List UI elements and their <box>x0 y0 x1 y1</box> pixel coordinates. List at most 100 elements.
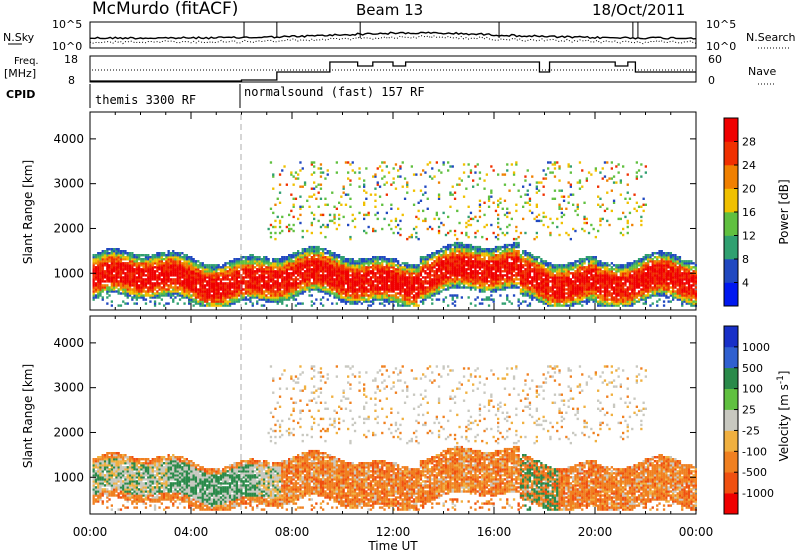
power-cell <box>293 286 295 288</box>
power-cell <box>493 298 495 300</box>
power-cell <box>495 236 497 238</box>
power-cell <box>358 212 360 214</box>
power-cell <box>524 175 526 177</box>
power-cell <box>513 260 515 262</box>
power-cell <box>290 286 292 288</box>
power-cell <box>383 256 385 258</box>
power-cell <box>565 296 567 298</box>
power-cell <box>345 204 347 206</box>
power-cell <box>158 260 160 262</box>
power-cell <box>138 286 140 288</box>
power-cell <box>390 228 392 230</box>
power-cell <box>556 298 558 300</box>
power-cell <box>447 248 449 250</box>
power-cell <box>511 244 513 246</box>
power-cell <box>449 244 451 246</box>
power-cell <box>379 274 381 276</box>
power-cell <box>527 260 529 262</box>
power-cell <box>504 302 506 304</box>
power-cell <box>458 248 460 250</box>
power-cell <box>565 292 567 294</box>
power-cell <box>490 248 492 250</box>
power-cell <box>104 286 106 288</box>
power-cell <box>531 175 533 177</box>
power-cell <box>231 260 233 262</box>
power-cell <box>313 218 315 220</box>
power-cell <box>249 254 251 256</box>
power-cell <box>424 276 426 278</box>
power-cell <box>431 252 433 254</box>
power-cell <box>561 304 563 306</box>
power-cell <box>468 163 470 165</box>
power-cell <box>490 165 492 167</box>
power-cell <box>281 169 283 171</box>
power-cell <box>408 286 410 288</box>
power-cell <box>486 260 488 262</box>
power-cell <box>506 232 508 234</box>
power-cell <box>347 286 349 288</box>
power-cell <box>377 298 379 300</box>
power-cell <box>431 278 433 280</box>
power-cell <box>354 298 356 300</box>
power-cell <box>372 280 374 282</box>
power-cell <box>274 220 276 222</box>
power-cell <box>263 268 265 270</box>
power-cell <box>143 274 145 276</box>
power-cell <box>470 169 472 171</box>
power-cell <box>381 302 383 304</box>
power-cell <box>495 260 497 262</box>
power-cell <box>179 274 181 276</box>
power-cell <box>552 264 554 266</box>
power-cell <box>477 296 479 298</box>
power-cell <box>222 286 224 288</box>
power-cell <box>102 250 104 252</box>
power-cell <box>199 286 201 288</box>
power-cell <box>374 298 376 300</box>
power-cell <box>474 232 476 234</box>
power-cell <box>529 184 531 186</box>
power-cell <box>502 286 504 288</box>
power-cell <box>356 298 358 300</box>
power-cell <box>438 250 440 252</box>
power-cell <box>520 274 522 276</box>
power-cell <box>120 274 122 276</box>
power-cell <box>156 252 158 254</box>
power-cell <box>427 272 429 274</box>
power-cell <box>411 165 413 167</box>
power-cell <box>120 286 122 288</box>
power-cell <box>488 274 490 276</box>
power-cell <box>327 204 329 206</box>
power-cell <box>508 276 510 278</box>
power-cell <box>390 258 392 260</box>
power-cell <box>181 280 183 282</box>
power-cell <box>543 274 545 276</box>
power-cell <box>497 204 499 206</box>
power-cell <box>258 286 260 288</box>
power-cell <box>543 286 545 288</box>
power-cell <box>365 260 367 262</box>
power-cell <box>390 286 392 288</box>
power-cell <box>106 284 108 286</box>
power-cell <box>404 262 406 264</box>
power-cell <box>140 258 142 260</box>
power-cell <box>327 274 329 276</box>
power-cell <box>386 298 388 300</box>
power-cell <box>106 248 108 250</box>
power-cell <box>268 228 270 230</box>
power-cell <box>433 218 435 220</box>
power-cell <box>556 264 558 266</box>
power-cell <box>213 264 215 266</box>
power-cell <box>518 260 520 262</box>
power-cell <box>395 226 397 228</box>
power-cell <box>445 248 447 250</box>
power-cell <box>406 181 408 183</box>
power-cell <box>220 298 222 300</box>
power-cell <box>152 274 154 276</box>
power-cell <box>333 286 335 288</box>
power-cell <box>131 252 133 254</box>
power-cell <box>158 252 160 254</box>
power-cell <box>381 260 383 262</box>
power-cell <box>561 264 563 266</box>
power-cell <box>399 234 401 236</box>
power-cell <box>270 284 272 286</box>
